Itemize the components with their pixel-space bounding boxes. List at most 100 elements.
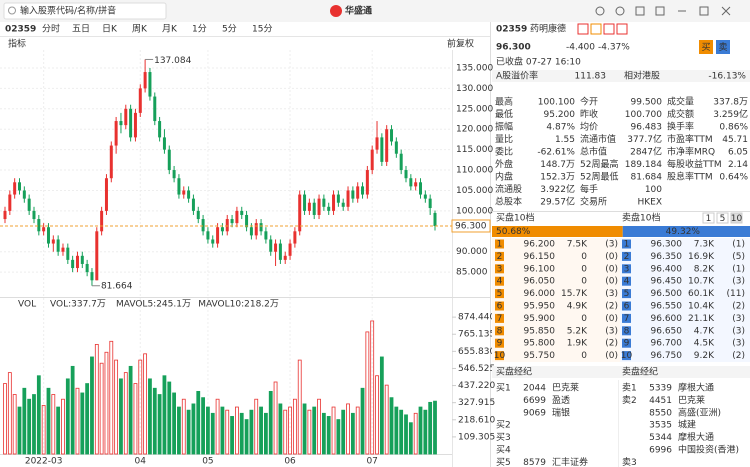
volume-bar	[80, 392, 85, 455]
y-tick-label: 105.000	[456, 186, 493, 196]
level: 2	[624, 252, 630, 262]
broker-code: 2044	[523, 384, 546, 394]
depth-label[interactable]: 5	[720, 214, 726, 224]
sell-button[interactable]: 卖	[718, 42, 727, 53]
stat-label: 总市值	[580, 146, 607, 158]
count: (3)	[732, 277, 745, 287]
level-badge	[495, 301, 504, 311]
candle-body	[332, 194, 336, 211]
volume: 9.2K	[694, 351, 715, 361]
depth-button[interactable]	[702, 212, 715, 224]
depth-label[interactable]: 10	[731, 214, 743, 224]
candle-body	[414, 182, 418, 187]
close[interactable]	[721, 6, 731, 16]
broker-code: 5344	[649, 433, 672, 443]
sell-button-bg[interactable]	[716, 40, 730, 54]
depth-label[interactable]: 1	[706, 214, 712, 224]
candle-body	[37, 219, 41, 232]
volume-bar	[423, 409, 428, 455]
level-badge	[622, 338, 631, 348]
candle-body	[390, 129, 394, 142]
broker-level: 卖1	[622, 383, 637, 394]
stat-value: 6.05	[728, 148, 748, 158]
price: 96.200	[524, 240, 556, 250]
candle-body	[385, 129, 389, 162]
icon[interactable]	[595, 6, 605, 16]
price: 96.750	[651, 351, 683, 361]
y-tick-label: 115.000	[456, 145, 493, 155]
volume-bar	[220, 406, 225, 455]
candle-body	[230, 219, 234, 224]
stat-value: 95.200	[544, 110, 576, 120]
volume-bar	[119, 378, 123, 455]
stat-label: 委比	[495, 146, 513, 158]
depth-button[interactable]	[716, 212, 729, 224]
volume-bar	[186, 409, 191, 455]
search-box[interactable]	[3, 2, 167, 20]
level: 4	[624, 277, 630, 287]
depth-button[interactable]	[730, 212, 743, 224]
maximize[interactable]	[699, 6, 709, 16]
volume: 4.5K	[694, 339, 715, 349]
stat-label: 最低	[495, 108, 513, 120]
candle-body	[317, 198, 321, 215]
buy-button[interactable]: 买	[701, 42, 710, 53]
icon[interactable]	[635, 6, 645, 16]
volume-bar	[172, 392, 176, 455]
stat-value: 100.700	[625, 110, 662, 120]
period-tab[interactable]: 月K	[162, 24, 178, 35]
volume-bar	[177, 406, 181, 455]
price: 96.600	[651, 314, 683, 324]
count: (2)	[732, 302, 745, 312]
volume-bar	[288, 406, 292, 455]
broker-code: 8579	[523, 458, 546, 467]
quote-code: 02359	[496, 25, 527, 35]
period-tab[interactable]: 1分	[192, 24, 207, 35]
stat-label: 市净率MRQ	[667, 146, 715, 158]
level-badge	[622, 313, 631, 323]
candle-body	[196, 210, 200, 220]
volume: 10.4K	[688, 302, 715, 312]
period-tab[interactable]: 15分	[252, 24, 272, 35]
broker-name: 摩根大通	[678, 431, 714, 443]
stat-value: 29.57亿	[540, 196, 575, 208]
candle-body	[423, 194, 427, 199]
annotation: 137.084	[154, 56, 191, 66]
broker-header	[492, 366, 750, 378]
price: 95.750	[524, 351, 556, 361]
period-tab[interactable]: 五日	[72, 24, 90, 35]
period-tab[interactable]: 周K	[132, 24, 148, 35]
candle-body	[419, 182, 423, 195]
volume-bar	[331, 406, 336, 455]
period-tab[interactable]: 5分	[222, 24, 237, 35]
volume-bar	[239, 412, 244, 455]
level-badge	[495, 313, 504, 323]
count: (3)	[605, 240, 618, 250]
icon[interactable]	[615, 6, 625, 16]
y-tick-label: 546.525	[458, 364, 495, 374]
volume-bar	[259, 406, 263, 455]
candle-body	[288, 243, 292, 256]
broker-name: 盈透	[552, 395, 570, 406]
stat-label: 换手率	[667, 121, 694, 133]
icon[interactable]	[655, 6, 665, 16]
period-tab[interactable]: 分时	[42, 23, 60, 35]
bid-area	[492, 238, 620, 362]
level: 10	[494, 351, 506, 361]
volume-bar	[90, 356, 94, 455]
stat-label: 股息率TTM	[667, 171, 713, 183]
period-tab[interactable]: 日K	[102, 24, 118, 35]
buy-button-bg[interactable]	[699, 40, 713, 54]
stat-label: 量比	[495, 133, 513, 145]
count: (3)	[605, 289, 618, 299]
candle-body	[220, 227, 224, 232]
level: 2	[497, 252, 503, 262]
y-tick-label: 218.610	[458, 415, 495, 425]
volume-bar	[206, 406, 210, 455]
candle-body	[61, 247, 65, 252]
volume: 1.9K	[567, 339, 588, 349]
candle-body	[80, 255, 84, 264]
count: (3)	[732, 314, 745, 324]
volume-bar	[17, 406, 22, 455]
